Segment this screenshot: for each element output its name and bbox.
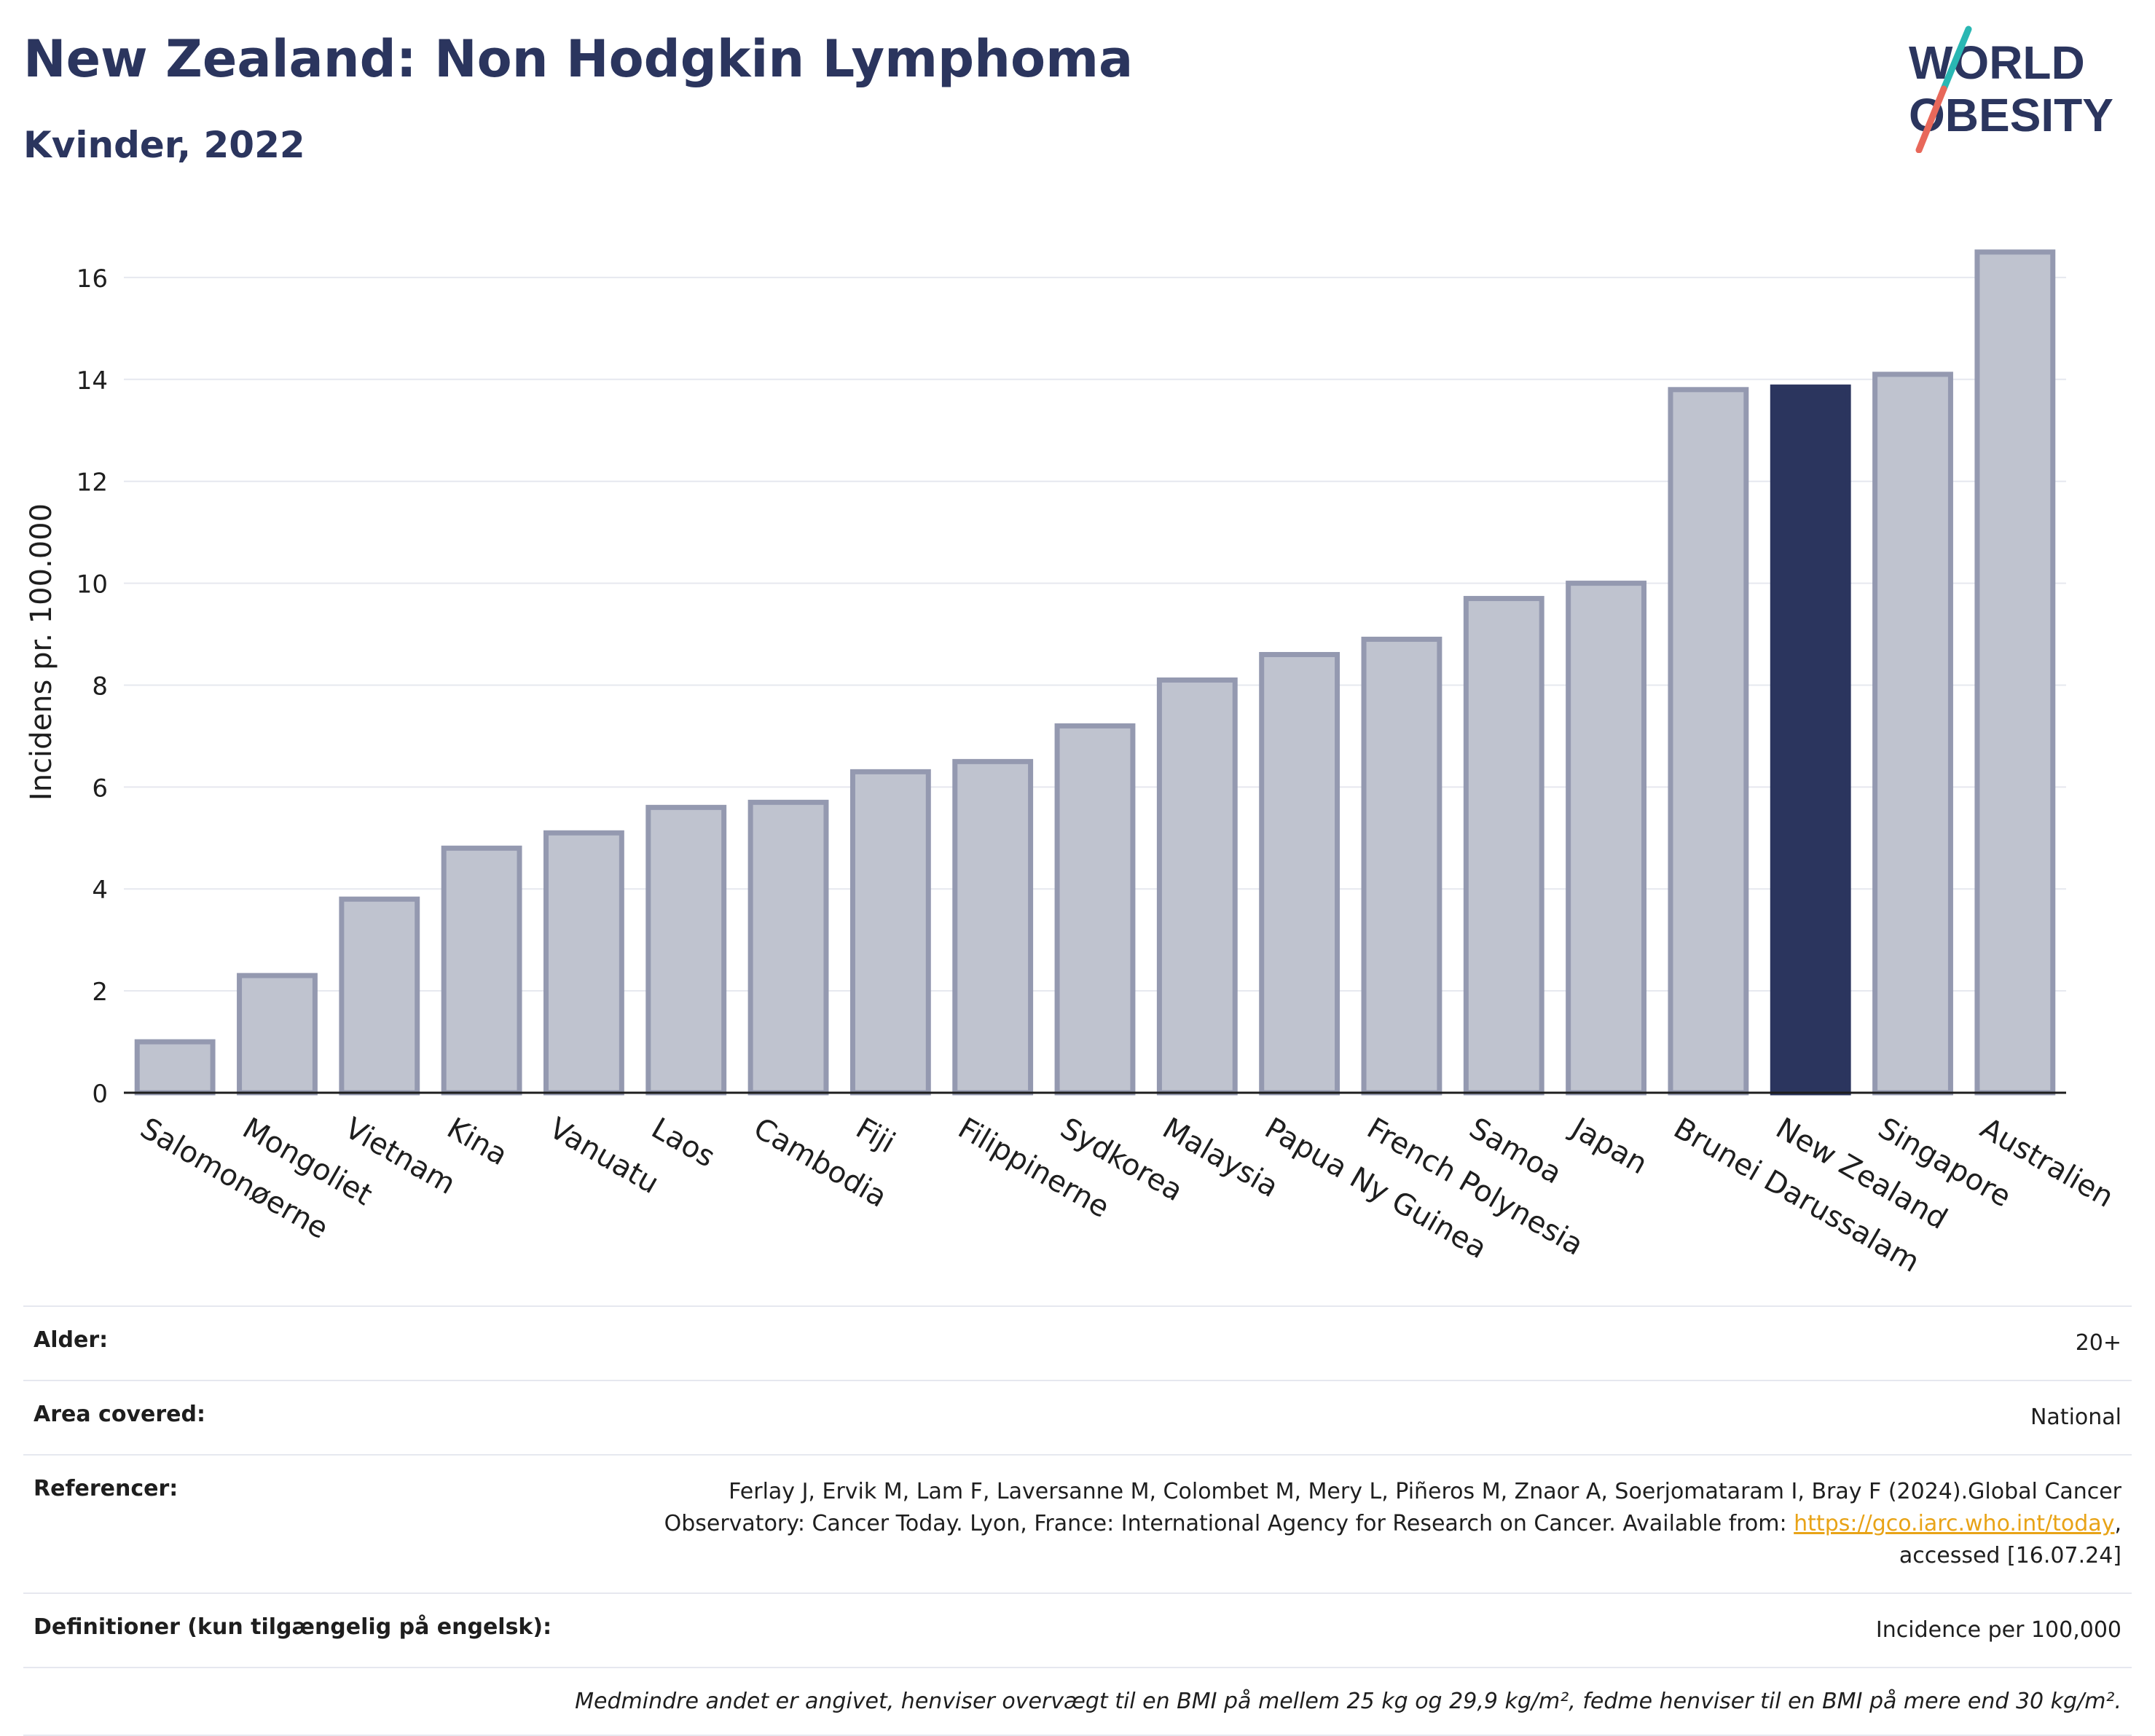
age-value: 20+ [2075,1330,2121,1356]
bar [1361,637,1442,1096]
info-row-references: Referencer: Ferlay J, Ervik M, Lam F, La… [23,1454,2132,1592]
x-tick-label: Japan [1564,1110,1653,1181]
area-label: Area covered: [34,1402,205,1427]
definitions-value: Incidence per 100,000 [1875,1617,2121,1643]
x-tick-label: Laos [645,1112,721,1174]
chart-subtitle: Kvinder, 2022 [23,124,305,166]
x-tick-label: Kina [441,1112,514,1172]
bar [1054,723,1136,1096]
x-tick-label: Vanuatu [543,1112,664,1201]
info-row-note: Medmindre andet er angivet, henviser ove… [23,1667,2132,1736]
y-tick-label: 12 [76,468,108,498]
info-table: Alder: 20+ Area covered: National Refere… [23,1305,2132,1736]
reference-accessed: , accessed [16.07.24] [1899,1511,2121,1568]
logo-line1: WORLD [1909,36,2085,89]
y-tick-label: 2 [92,978,108,1007]
chart-title: New Zealand: Non Hodgkin Lymphoma [23,29,1134,89]
bar [747,799,829,1096]
y-tick-label: 10 [76,570,108,600]
y-tick-label: 4 [92,876,108,905]
references-label: Referencer: [34,1476,178,1501]
definitions-label: Definitioner (kun tilgængelig på engelsk… [34,1614,552,1640]
references-value: Ferlay J, Ervik M, Lam F, Laversanne M, … [628,1476,2121,1572]
x-tick-label: Fiji [850,1112,900,1160]
world-obesity-logo: WORLD OBESITY [1909,25,2113,153]
reference-link[interactable]: https://gco.iarc.who.int/today [1794,1511,2115,1536]
info-row-age: Alder: 20+ [23,1305,2132,1380]
bar [441,845,522,1096]
bar [1566,581,1646,1096]
logo-slash-coral [1915,85,1947,153]
bar [1156,677,1238,1096]
bar [849,769,931,1096]
bar [1974,249,2056,1096]
y-tick-label: 16 [76,264,108,294]
bar [1872,372,1953,1096]
bar [134,1039,216,1096]
info-row-area: Area covered: National [23,1380,2132,1454]
bar [339,896,420,1096]
bar [952,758,1034,1096]
reference-text: Ferlay J, Ervik M, Lam F, Laversanne M, … [664,1479,2121,1536]
y-tick-label: 6 [92,774,108,803]
y-tick-label: 14 [76,366,108,396]
y-axis-title: Incidens pr. 100.000 [25,503,58,801]
y-tick-label: 0 [92,1080,108,1109]
age-label: Alder: [34,1327,109,1353]
area-value: National [2030,1405,2121,1430]
bar [645,804,727,1096]
info-row-definitions: Definitioner (kun tilgængelig på engelsk… [23,1592,2132,1667]
bar [1668,387,1749,1096]
bar [543,830,624,1096]
y-tick-label: 8 [92,672,108,701]
bmi-note: Medmindre andet er angivet, henviser ove… [575,1689,2121,1714]
logo-slash-teal [1940,25,1972,93]
bar [1463,596,1544,1096]
bar-highlight [1770,384,1851,1096]
bar [237,973,318,1096]
bar [1259,651,1341,1096]
